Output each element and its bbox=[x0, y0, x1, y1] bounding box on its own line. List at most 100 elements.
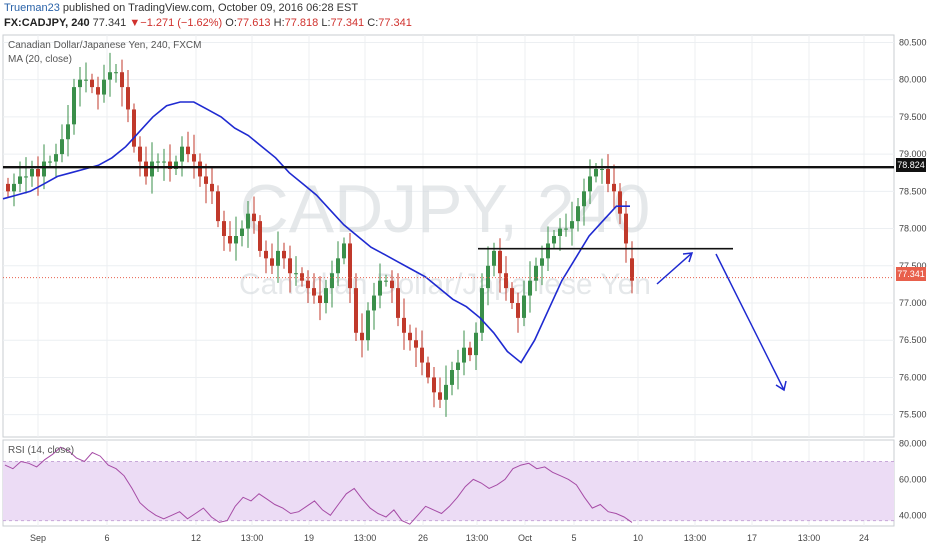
time-tick-label: 13:00 bbox=[798, 533, 821, 543]
candle-body bbox=[600, 169, 604, 170]
candles bbox=[6, 52, 634, 417]
candle-body bbox=[456, 362, 460, 370]
candle-body bbox=[156, 161, 160, 163]
price-tick-label: 80.000 bbox=[899, 75, 927, 85]
rsi-band bbox=[3, 461, 894, 521]
price-tick-label: 78.000 bbox=[899, 224, 927, 234]
down-arrow-head-icon bbox=[775, 380, 787, 392]
time-tick-label: 13:00 bbox=[466, 533, 489, 543]
up-arrow-head-icon bbox=[682, 252, 694, 263]
up-arrow-shaft bbox=[656, 252, 693, 285]
time-tick-label: 13:00 bbox=[354, 533, 377, 543]
candle-body bbox=[48, 161, 52, 163]
candle-body bbox=[312, 288, 316, 296]
price-tick-label: 79.500 bbox=[899, 112, 927, 122]
candle-body bbox=[324, 288, 328, 303]
price-tick-label: 80.500 bbox=[899, 37, 927, 47]
candle-body bbox=[576, 206, 580, 222]
candle-body bbox=[558, 228, 562, 236]
candle-body bbox=[528, 280, 532, 296]
last-price-badge bbox=[896, 267, 926, 281]
candle-body bbox=[204, 176, 208, 184]
candle-body bbox=[72, 87, 76, 125]
candle-body bbox=[54, 154, 58, 162]
time-tick-label: 13:00 bbox=[684, 533, 707, 543]
candle-body bbox=[138, 146, 142, 162]
price-tick-label: 79.000 bbox=[899, 149, 927, 159]
candle-body bbox=[24, 176, 28, 178]
candle-body bbox=[444, 384, 448, 400]
low-label: L: bbox=[321, 17, 331, 29]
close-value: 77.341 bbox=[378, 17, 412, 29]
candle-body bbox=[342, 243, 346, 259]
candle-body bbox=[6, 183, 10, 192]
candle-body bbox=[78, 79, 82, 88]
time-tick-label: 17 bbox=[747, 533, 757, 543]
candle-body bbox=[516, 303, 520, 318]
ohlc-line: FX:CADJPY, 240 77.341 ▼−1.271 (−1.62%) O… bbox=[4, 17, 412, 29]
rsi-line bbox=[4, 446, 633, 525]
candle-body bbox=[486, 265, 490, 289]
time-tick-label: 12 bbox=[191, 533, 201, 543]
candle-body bbox=[84, 79, 88, 81]
candle-body bbox=[354, 288, 358, 333]
candle-body bbox=[102, 79, 106, 95]
candle-body bbox=[228, 236, 232, 244]
candle-body bbox=[588, 176, 592, 192]
candle-body bbox=[42, 161, 46, 177]
candle-body bbox=[582, 191, 586, 207]
author-link[interactable]: Trueman23 bbox=[4, 2, 60, 14]
candle-body bbox=[168, 161, 172, 169]
candle-body bbox=[282, 250, 286, 259]
candle-body bbox=[348, 243, 352, 289]
rsi-axis: 80.000 60.000 40.000 bbox=[899, 439, 927, 521]
published-text: published on TradingView.com, October 09… bbox=[62, 2, 359, 14]
change-value: −1.271 (−1.62%) bbox=[140, 17, 223, 29]
candle-body bbox=[564, 228, 568, 230]
candle-body bbox=[174, 161, 178, 169]
candle-body bbox=[294, 273, 298, 275]
candle-body bbox=[210, 183, 214, 192]
chart-header: Trueman23 published on TradingView.com, … bbox=[0, 0, 932, 32]
candle-body bbox=[624, 213, 628, 244]
candle-body bbox=[126, 87, 130, 110]
candle-body bbox=[618, 191, 622, 214]
main-pane-frame bbox=[2, 34, 895, 438]
down-arrow-shaft bbox=[715, 253, 785, 391]
candle-body bbox=[450, 370, 454, 385]
candle-body bbox=[132, 109, 136, 147]
resistance-badge bbox=[896, 158, 926, 172]
price-tick-label: 76.500 bbox=[899, 335, 927, 345]
time-tick-label: 19 bbox=[304, 533, 314, 543]
projection-arrows[interactable] bbox=[656, 252, 787, 392]
candle-body bbox=[372, 295, 376, 311]
low-value: 77.341 bbox=[330, 17, 365, 29]
candle-body bbox=[438, 392, 442, 400]
candle-body bbox=[534, 265, 538, 281]
candle-body bbox=[396, 288, 400, 318]
change-arrow-icon: ▼ bbox=[129, 17, 141, 29]
candle-body bbox=[114, 72, 118, 74]
candle-body bbox=[192, 154, 196, 162]
candle-body bbox=[12, 183, 16, 192]
candle-body bbox=[432, 377, 436, 393]
high-value: 77.818 bbox=[284, 17, 319, 29]
price-axis[interactable]: 80.500 80.000 79.500 79.000 78.500 78.000 77.5… bbox=[899, 37, 927, 419]
symbol-label: FX:CADJPY, 240 bbox=[4, 17, 90, 29]
candle-body bbox=[30, 169, 34, 177]
time-axis[interactable]: Sep 6 12 13:00 19 13:00 26 13:00 Oct 5 10 13:00 17 13… bbox=[30, 533, 869, 543]
candle-body bbox=[480, 288, 484, 333]
last-price-badge-text: 77.341 bbox=[897, 269, 925, 279]
time-tick-label: 26 bbox=[418, 533, 428, 543]
main-pane-title: Canadian Dollar/Japanese Yen, 240, FXCM bbox=[8, 40, 201, 51]
resistance-badge-text: 78.824 bbox=[897, 160, 925, 170]
time-tick-label: Sep bbox=[30, 533, 46, 543]
candle-body bbox=[306, 280, 310, 289]
candle-body bbox=[222, 221, 226, 236]
candle-body bbox=[18, 176, 22, 184]
watermark-symbol: CADJPY, 240 bbox=[240, 171, 651, 247]
time-tick-label: 13:00 bbox=[241, 533, 264, 543]
candle-body bbox=[492, 250, 496, 266]
candle-body bbox=[246, 213, 250, 229]
